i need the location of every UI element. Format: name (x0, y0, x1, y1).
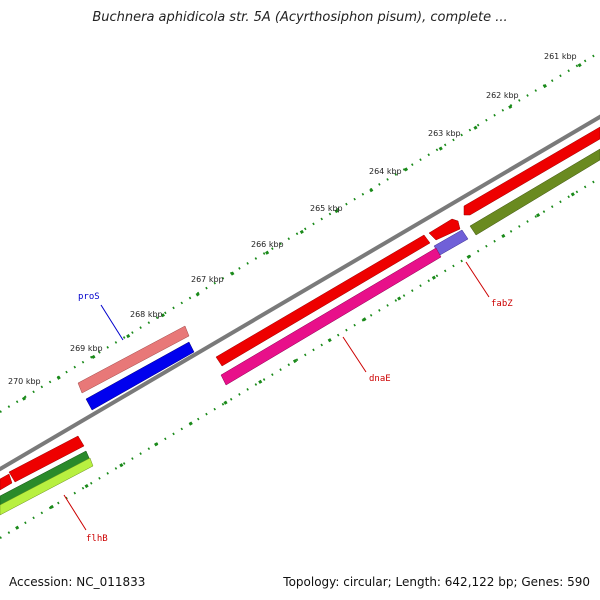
cds-feature-proS-salmon[interactable] (77, 325, 190, 394)
map-title: Buchnera aphidicola str. 5A (Acyrthosiph… (92, 10, 508, 25)
cds-feature-pink[interactable] (220, 247, 442, 386)
gene-label-proS[interactable]: proS (78, 292, 100, 302)
cds-feature-dnaE[interactable] (215, 234, 431, 367)
gene-label-fabZ[interactable]: fabZ (491, 299, 513, 309)
outer-ruler (0, 51, 600, 415)
tick-label-263: 263 kbp (428, 129, 461, 138)
tick-label-261: 261 kbp (544, 52, 577, 61)
dnaE-leader (342, 336, 367, 373)
outer-ruler-major-ticks (0, 51, 600, 415)
gene-label-dnaE[interactable]: dnaE (369, 374, 391, 384)
tick-label-265: 265 kbp (310, 204, 343, 213)
flhB-leader (63, 494, 87, 531)
cds-feature-flhB[interactable] (8, 435, 85, 483)
cds-feature-olive[interactable] (469, 148, 600, 236)
cds-feature-lime[interactable] (0, 457, 94, 516)
tick-label-267: 267 kbp (191, 275, 224, 284)
genome-backbone (0, 114, 600, 472)
accession-text: Accession: NC_011833 (9, 575, 146, 589)
cds-feature-proS-blue[interactable] (85, 341, 195, 411)
forward-strand-features (0, 126, 600, 491)
cds-feature-left-edge[interactable] (0, 473, 13, 491)
tick-label-264: 264 kbp (369, 167, 402, 176)
tick-label-262: 262 kbp (486, 91, 519, 100)
inner-ruler-dots (0, 177, 600, 539)
tick-label-269: 269 kbp (70, 344, 103, 353)
tick-label-266: 266 kbp (251, 240, 284, 249)
proS-leader (100, 304, 124, 341)
gene-label-flhB[interactable]: flhB (86, 534, 108, 544)
inner-ruler-major-ticks (0, 176, 600, 540)
tick-label-268: 268 kbp (130, 310, 163, 319)
cds-feature-fabZ[interactable] (428, 218, 461, 241)
reverse-strand-features (0, 148, 600, 516)
cds-feature-263kbp[interactable] (463, 126, 600, 216)
tick-label-270: 270 kbp (8, 377, 41, 386)
inner-ruler (0, 176, 600, 540)
genome-summary-text: Topology: circular; Length: 642,122 bp; … (283, 575, 590, 589)
gene-labels: proS dnaE fabZ flhB (63, 261, 513, 544)
outer-ruler-dots (0, 51, 600, 413)
tick-labels: 261 kbp 262 kbp 263 kbp 264 kbp 265 kbp … (8, 52, 577, 386)
fabZ-leader (465, 261, 490, 298)
